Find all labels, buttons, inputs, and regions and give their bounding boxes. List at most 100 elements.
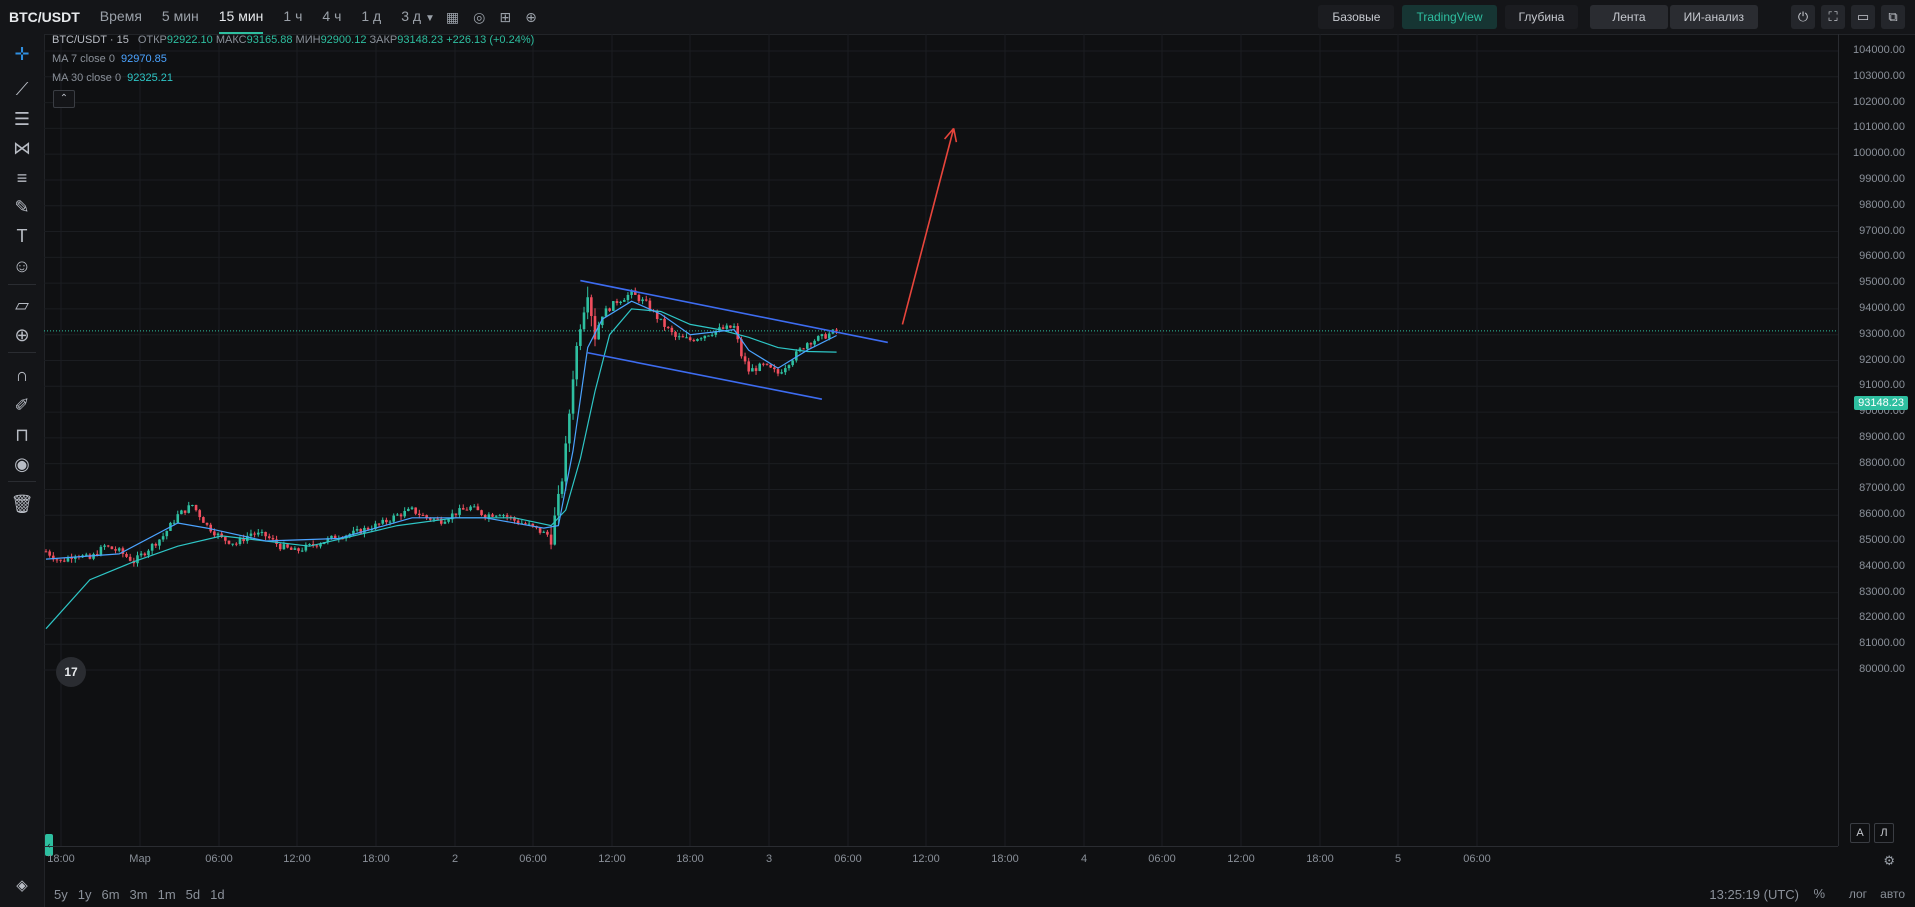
screenshot-icon[interactable]: ⧉ <box>1881 5 1905 29</box>
log-button[interactable]: лог <box>1848 887 1867 901</box>
candle-body <box>531 523 535 526</box>
candle-body <box>743 356 747 362</box>
candle-body <box>242 538 245 542</box>
y-tick-label: 81000.00 <box>1859 637 1905 650</box>
tab-1h[interactable]: 1 ч <box>283 8 303 24</box>
legend-ma30-label: MA 30 close 0 <box>52 72 122 84</box>
feed-button[interactable]: Лента <box>1590 5 1668 29</box>
candle-body <box>538 527 542 533</box>
eye-icon[interactable]: ◉ <box>14 454 30 474</box>
candle-body <box>450 513 454 520</box>
candle-body <box>300 550 304 552</box>
auto-button[interactable]: авто <box>1880 887 1905 901</box>
emoji-icon[interactable]: ☺ <box>12 256 32 276</box>
magnet-icon[interactable]: ∩ <box>15 365 29 385</box>
candle-body <box>601 316 604 326</box>
trend-line-icon[interactable]: ⟋ <box>15 79 29 99</box>
candle-body <box>524 523 527 525</box>
pattern-icon[interactable]: ⋈ <box>13 138 31 158</box>
percent-scale-button[interactable]: % <box>1813 886 1825 901</box>
candle-body <box>110 546 114 550</box>
candle-body <box>403 510 406 517</box>
ai-analysis-button[interactable]: ИИ-анализ <box>1669 5 1758 29</box>
log-scale-button[interactable]: Л <box>1874 823 1894 843</box>
indicator-chart-icon[interactable]: ▦ <box>445 8 460 25</box>
candle-body <box>44 551 48 553</box>
range-5d[interactable]: 5d <box>185 886 201 902</box>
candle-body <box>714 330 718 335</box>
auto-scale-button[interactable]: A <box>1850 823 1870 843</box>
x-tick-label: Мар <box>129 853 151 865</box>
candle-body <box>780 372 783 374</box>
tradingview-logo: 17 <box>56 657 86 687</box>
candle-body <box>805 343 809 349</box>
candle-body <box>436 518 439 520</box>
candle-body <box>630 290 633 295</box>
view-depth-button[interactable]: Глубина <box>1504 5 1579 29</box>
trend-arrow-line <box>901 128 955 325</box>
legend-ohlc-row: BTC/USDT · 15 ОТКР92922.10 МАКС93165.88 … <box>52 34 534 46</box>
candle-body <box>641 299 644 302</box>
candle-body <box>447 519 450 522</box>
layers-icon[interactable]: ◈ <box>16 877 28 894</box>
tab-time[interactable]: Время <box>99 8 142 24</box>
power-icon[interactable]: ⏻ <box>1791 5 1815 29</box>
symbol-title[interactable]: BTC/USDT <box>9 9 80 25</box>
legend-open-label: ОТКР <box>137 34 167 46</box>
legend-ma30-value: 92325.21 <box>127 72 173 84</box>
candle-body <box>622 300 626 302</box>
lock-draw-icon[interactable]: ✐ <box>14 395 30 415</box>
add-circle-icon[interactable]: ⊕ <box>525 8 537 25</box>
brush-icon[interactable]: ✎ <box>14 197 30 217</box>
x-tick-label: 12:00 <box>1227 853 1255 865</box>
fib-icon[interactable]: ≡ <box>16 168 28 188</box>
range-1m[interactable]: 1m <box>157 886 176 902</box>
candle-body <box>286 544 289 548</box>
trash-icon[interactable]: 🗑 <box>10 494 34 514</box>
range-1y[interactable]: 1y <box>77 886 92 902</box>
tab-4h[interactable]: 4 ч <box>322 8 342 24</box>
x-tick-label: 06:00 <box>834 853 862 865</box>
crosshair-icon[interactable]: ✛ <box>14 44 30 64</box>
candle-body <box>582 312 586 330</box>
toolbar-divider <box>8 284 36 285</box>
candle-body <box>546 531 549 535</box>
tab-1d[interactable]: 1 д <box>361 8 382 24</box>
lock-icon[interactable]: ⊓ <box>14 425 30 445</box>
candle-body <box>319 544 322 547</box>
range-3m[interactable]: 3m <box>129 886 148 902</box>
range-6m[interactable]: 6m <box>101 886 120 902</box>
text-icon[interactable]: T <box>16 226 28 246</box>
candle-body <box>813 340 816 345</box>
candle-body <box>128 556 132 561</box>
candle-body <box>633 290 637 295</box>
zoom-in-icon[interactable]: ⊕ <box>14 325 30 345</box>
candle-body <box>103 545 106 547</box>
horizontal-lines-icon[interactable]: ☰ <box>13 109 31 129</box>
compare-icon[interactable]: ⊞ <box>499 8 512 25</box>
candle-body <box>194 504 198 511</box>
view-basic-button[interactable]: Базовые <box>1318 5 1395 29</box>
y-tick-label: 102000.00 <box>1853 95 1905 108</box>
chart-canvas[interactable] <box>44 34 1838 846</box>
utc-clock[interactable]: 13:25:19 (UTC) <box>1709 887 1799 902</box>
fullscreen-icon[interactable]: ⛶ <box>1821 5 1845 29</box>
settings-circle-icon[interactable]: ◎ <box>473 8 486 25</box>
candle-body <box>809 343 813 345</box>
tab-5min[interactable]: 5 мин <box>161 8 199 24</box>
candle-body <box>557 493 560 516</box>
left-panel-handle[interactable]: ‹ <box>45 834 53 856</box>
ruler-icon[interactable]: ▱ <box>15 295 29 315</box>
view-tradingview-button[interactable]: TradingView <box>1402 5 1497 29</box>
candle-body <box>289 547 293 550</box>
tab-3d[interactable]: 3 д ▼ <box>401 0 435 34</box>
ma30-line <box>45 308 837 630</box>
range-1d[interactable]: 1d <box>210 886 225 902</box>
chart-area[interactable]: BTC/USDT · 15 ОТКР92922.10 МАКС93165.88 … <box>44 34 1915 907</box>
layout-icon[interactable]: ▭ <box>1851 5 1875 29</box>
y-tick-label: 101000.00 <box>1853 121 1905 134</box>
settings-icon[interactable]: ⚙ <box>1883 853 1895 868</box>
legend-collapse-button[interactable]: ⌃ <box>53 90 75 108</box>
tab-15min[interactable]: 15 мин <box>218 0 264 34</box>
range-5y[interactable]: 5y <box>54 886 68 902</box>
